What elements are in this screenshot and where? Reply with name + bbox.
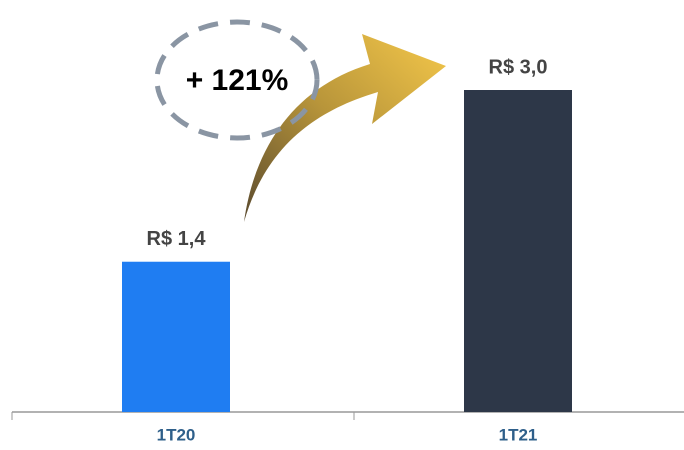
- annotation: + 121%: [186, 64, 289, 97]
- bar: [464, 90, 572, 412]
- annotation-ellipse: [154, 19, 320, 141]
- value-label: R$ 1,4: [147, 228, 207, 250]
- x-tick-label: 1T21: [499, 425, 538, 444]
- growth-arrow: [244, 34, 446, 222]
- bar: [122, 261, 230, 412]
- value-label: R$ 3,0: [489, 56, 548, 78]
- x-tick-label: 1T20: [157, 425, 196, 444]
